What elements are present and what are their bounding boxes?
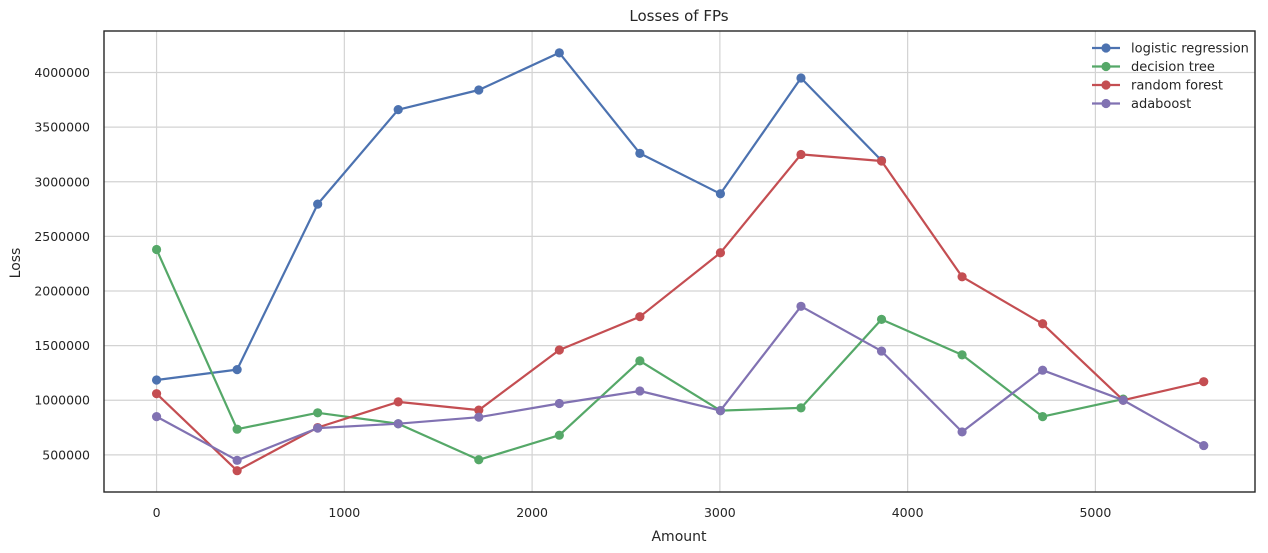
data-point (1038, 319, 1048, 329)
data-point (635, 386, 645, 396)
series-decision-tree (151, 244, 1128, 465)
series-layer (151, 48, 1209, 476)
data-point (1199, 377, 1209, 387)
grid (104, 31, 1255, 492)
x-tick-label: 5000 (1079, 505, 1111, 520)
plot-frame (103, 30, 1256, 493)
y-tick-label: 1500000 (34, 338, 90, 353)
legend-item-logistic-regression: logistic regression (1092, 42, 1249, 57)
data-point (796, 301, 806, 311)
x-tick-label: 0 (153, 505, 161, 520)
data-point (715, 406, 726, 416)
data-point (554, 398, 564, 409)
data-point (957, 350, 967, 360)
y-tick-label: 2500000 (34, 229, 90, 244)
series-line-logistic-regression (156, 51, 883, 382)
y-tick-label: 3500000 (34, 120, 90, 135)
data-point (957, 272, 967, 282)
x-tick-label: 1000 (328, 505, 360, 520)
data-point (151, 389, 162, 399)
series-adaboost (151, 301, 1209, 465)
legend: logistic regression decision tree random f… (1092, 42, 1249, 112)
legend-label: random forest (1131, 79, 1223, 94)
data-point (474, 412, 484, 422)
data-point (232, 466, 242, 476)
data-point (715, 248, 726, 258)
data-point (474, 455, 484, 465)
x-tick-label: 3000 (704, 505, 736, 520)
data-point (635, 148, 645, 158)
data-point (393, 419, 403, 429)
data-point (232, 365, 242, 375)
data-point (313, 408, 323, 418)
series-line-adaboost (156, 305, 1205, 462)
data-point (635, 356, 645, 366)
y-axis-label: Loss (8, 248, 24, 279)
legend-item-random-forest: random forest (1092, 79, 1223, 94)
y-tick-label: 2000000 (34, 283, 90, 298)
y-tick-label: 1000000 (34, 393, 90, 408)
legend-label: adaboost (1131, 97, 1191, 112)
data-point (313, 423, 323, 433)
chart-title: Losses of FPs (629, 7, 728, 25)
series-random-forest (151, 149, 1209, 476)
data-point (1038, 412, 1048, 422)
y-tick-label: 3000000 (34, 174, 90, 189)
data-point (876, 314, 887, 324)
x-tick-label: 2000 (516, 505, 548, 520)
data-point (1199, 440, 1209, 451)
data-point (715, 189, 726, 199)
legend-marker (1101, 98, 1111, 109)
data-point (393, 397, 403, 407)
data-point (554, 345, 564, 355)
series-line-decision-tree (155, 249, 1124, 461)
tick-labels: 0 1000 2000 3000 4000 5000 500000 1000000 150000… (34, 65, 1111, 520)
x-axis-label: Amount (651, 529, 707, 545)
x-tick-label: 4000 (892, 505, 924, 520)
data-point (232, 424, 242, 434)
data-point (474, 85, 484, 95)
y-tick-label: 4000000 (34, 65, 90, 80)
data-point (876, 156, 887, 166)
legend-label: logistic regression (1131, 42, 1249, 57)
data-point (393, 105, 403, 115)
data-point (635, 312, 645, 322)
data-point (474, 405, 484, 415)
legend-marker (1101, 80, 1111, 90)
legend-marker (1101, 61, 1111, 72)
data-point (796, 73, 806, 83)
legend-marker (1101, 43, 1111, 53)
data-point (1038, 365, 1048, 375)
data-point (232, 455, 242, 465)
legend-item-decision-tree: decision tree (1092, 60, 1215, 75)
y-tick-label: 500000 (42, 447, 90, 462)
legend-label: decision tree (1131, 60, 1215, 75)
data-point (1118, 395, 1128, 405)
data-point (554, 48, 564, 58)
series-logistic-regression (151, 48, 887, 385)
data-point (957, 427, 967, 437)
data-point (876, 346, 887, 356)
series-line-random-forest (155, 153, 1204, 472)
data-point (151, 412, 162, 422)
data-point (313, 199, 323, 209)
legend-item-adaboost: adaboost (1092, 97, 1191, 112)
data-point (796, 403, 806, 413)
data-point (796, 149, 806, 160)
data-point (554, 430, 564, 440)
data-point (151, 375, 162, 385)
data-point (151, 244, 162, 255)
